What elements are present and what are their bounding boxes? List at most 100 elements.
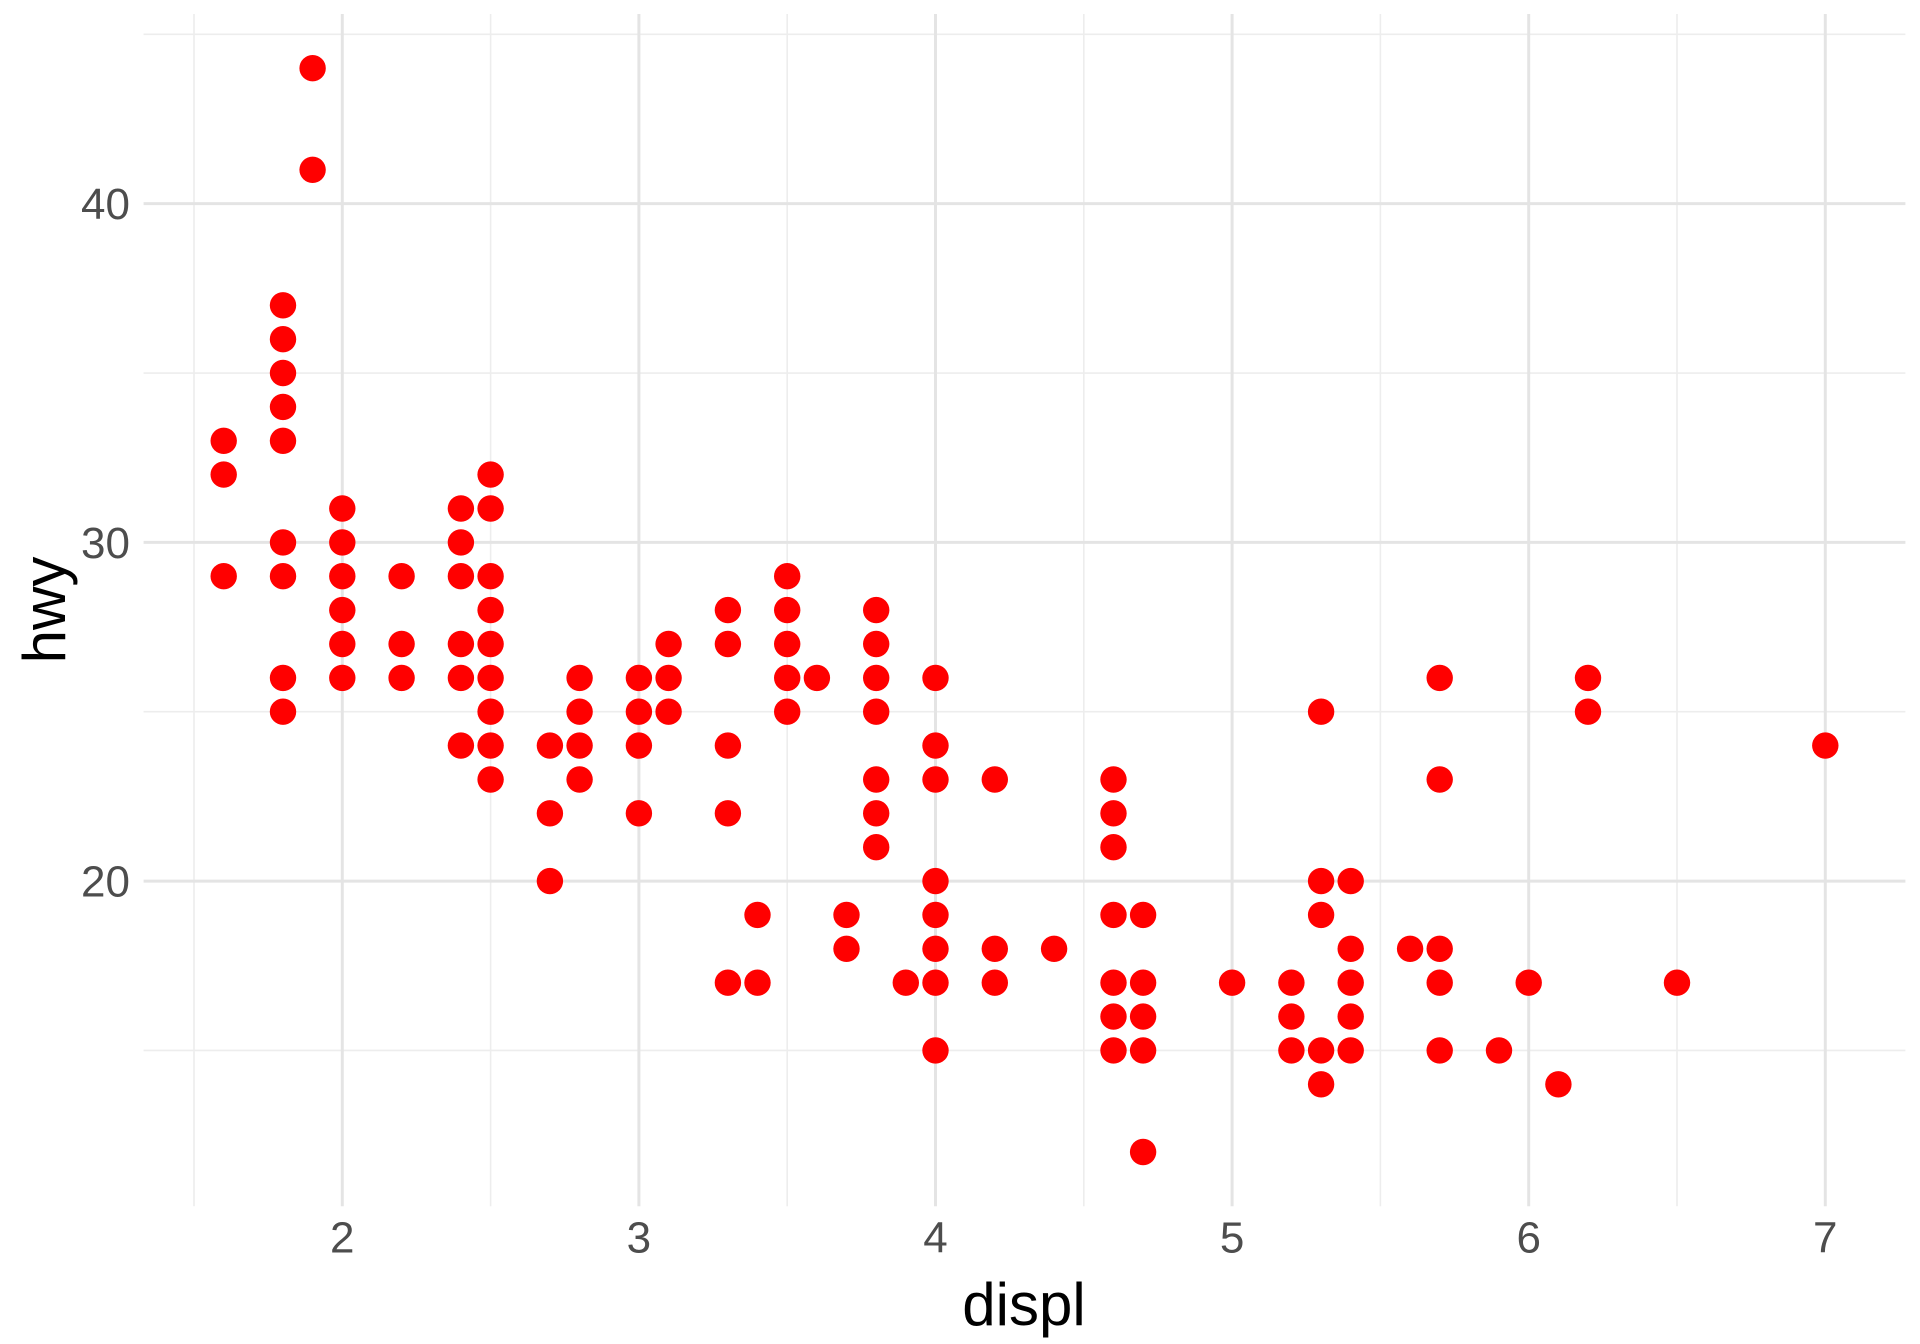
data-point bbox=[299, 156, 326, 183]
data-point bbox=[1545, 1071, 1572, 1098]
data-point bbox=[477, 698, 504, 725]
data-point bbox=[536, 732, 564, 759]
data-point bbox=[774, 596, 801, 624]
data-point bbox=[477, 461, 504, 488]
data-point bbox=[477, 732, 504, 759]
data-point bbox=[863, 630, 890, 658]
data-point bbox=[329, 529, 356, 556]
data-point bbox=[210, 563, 237, 590]
y-axis-tick-labels: 20 30 40 bbox=[81, 180, 130, 906]
data-point bbox=[1337, 935, 1364, 962]
data-point bbox=[1337, 1037, 1364, 1064]
data-point bbox=[447, 732, 475, 759]
data-point bbox=[803, 664, 831, 692]
data-point bbox=[566, 664, 593, 692]
data-point bbox=[536, 867, 564, 895]
x-tick-label: 4 bbox=[923, 1214, 947, 1263]
data-point bbox=[1100, 969, 1127, 996]
y-tick-label: 40 bbox=[81, 180, 130, 229]
data-point bbox=[1100, 901, 1127, 929]
data-point bbox=[922, 664, 949, 692]
data-point bbox=[1485, 1037, 1513, 1064]
data-point bbox=[863, 596, 890, 624]
data-point bbox=[655, 698, 682, 725]
data-point bbox=[1129, 901, 1157, 929]
data-point bbox=[269, 292, 297, 319]
data-point bbox=[1129, 1037, 1157, 1064]
data-point bbox=[774, 664, 801, 692]
y-tick-label: 20 bbox=[81, 858, 130, 907]
data-point bbox=[1278, 1003, 1305, 1030]
grid-minor-lines bbox=[143, 14, 1906, 1207]
data-point bbox=[566, 732, 593, 759]
data-point bbox=[329, 495, 356, 522]
data-point bbox=[981, 969, 1008, 996]
data-point bbox=[1129, 1138, 1157, 1166]
data-point bbox=[299, 54, 326, 82]
data-point bbox=[714, 800, 742, 827]
data-point bbox=[625, 664, 653, 692]
data-point bbox=[1812, 732, 1839, 759]
data-point bbox=[625, 732, 653, 759]
data-point bbox=[744, 901, 771, 929]
data-point bbox=[269, 529, 297, 556]
data-point bbox=[922, 1037, 949, 1064]
data-point bbox=[981, 935, 1008, 962]
data-point bbox=[892, 969, 919, 996]
data-point bbox=[477, 766, 504, 793]
data-point bbox=[1426, 935, 1453, 962]
data-point bbox=[388, 664, 415, 692]
data-point bbox=[1040, 935, 1068, 962]
data-point bbox=[922, 766, 949, 793]
data-point bbox=[447, 495, 475, 522]
data-point bbox=[863, 800, 890, 827]
data-point bbox=[714, 596, 742, 624]
data-point bbox=[447, 563, 475, 590]
data-point bbox=[1307, 867, 1335, 895]
data-point bbox=[1307, 1071, 1335, 1098]
data-point bbox=[922, 732, 949, 759]
data-point bbox=[447, 529, 475, 556]
data-point bbox=[1307, 901, 1335, 929]
data-point bbox=[1515, 969, 1542, 996]
data-point bbox=[655, 630, 682, 658]
data-point bbox=[1100, 834, 1127, 861]
data-point bbox=[477, 630, 504, 658]
data-point bbox=[1129, 1003, 1157, 1030]
data-point bbox=[922, 901, 949, 929]
data-point bbox=[625, 800, 653, 827]
data-point bbox=[269, 664, 297, 692]
data-point bbox=[863, 698, 890, 725]
data-point bbox=[1337, 969, 1364, 996]
data-point bbox=[1663, 969, 1691, 996]
data-point bbox=[1129, 969, 1157, 996]
data-points bbox=[210, 54, 1839, 1166]
data-point bbox=[1100, 800, 1127, 827]
y-axis-title: hwy bbox=[11, 557, 78, 664]
data-point bbox=[833, 935, 860, 962]
x-tick-label: 7 bbox=[1813, 1214, 1837, 1263]
x-axis-title: displ bbox=[962, 1271, 1085, 1338]
data-point bbox=[863, 834, 890, 861]
data-point bbox=[269, 359, 297, 387]
data-point bbox=[1337, 1003, 1364, 1030]
x-tick-label: 3 bbox=[627, 1214, 651, 1263]
data-point bbox=[447, 630, 475, 658]
x-tick-label: 5 bbox=[1220, 1214, 1244, 1263]
data-point bbox=[1396, 935, 1424, 962]
data-point bbox=[1218, 969, 1246, 996]
data-point bbox=[1426, 664, 1453, 692]
data-point bbox=[625, 698, 653, 725]
data-point bbox=[714, 732, 742, 759]
data-point bbox=[833, 901, 860, 929]
data-point bbox=[1574, 664, 1602, 692]
data-point bbox=[329, 664, 356, 692]
data-point bbox=[269, 427, 297, 454]
x-axis-tick-labels: 2 3 4 5 6 7 bbox=[330, 1214, 1837, 1263]
data-point bbox=[477, 596, 504, 624]
data-point bbox=[1426, 969, 1453, 996]
data-point bbox=[477, 495, 504, 522]
data-point bbox=[269, 326, 297, 353]
data-point bbox=[210, 427, 237, 454]
data-point bbox=[566, 766, 593, 793]
